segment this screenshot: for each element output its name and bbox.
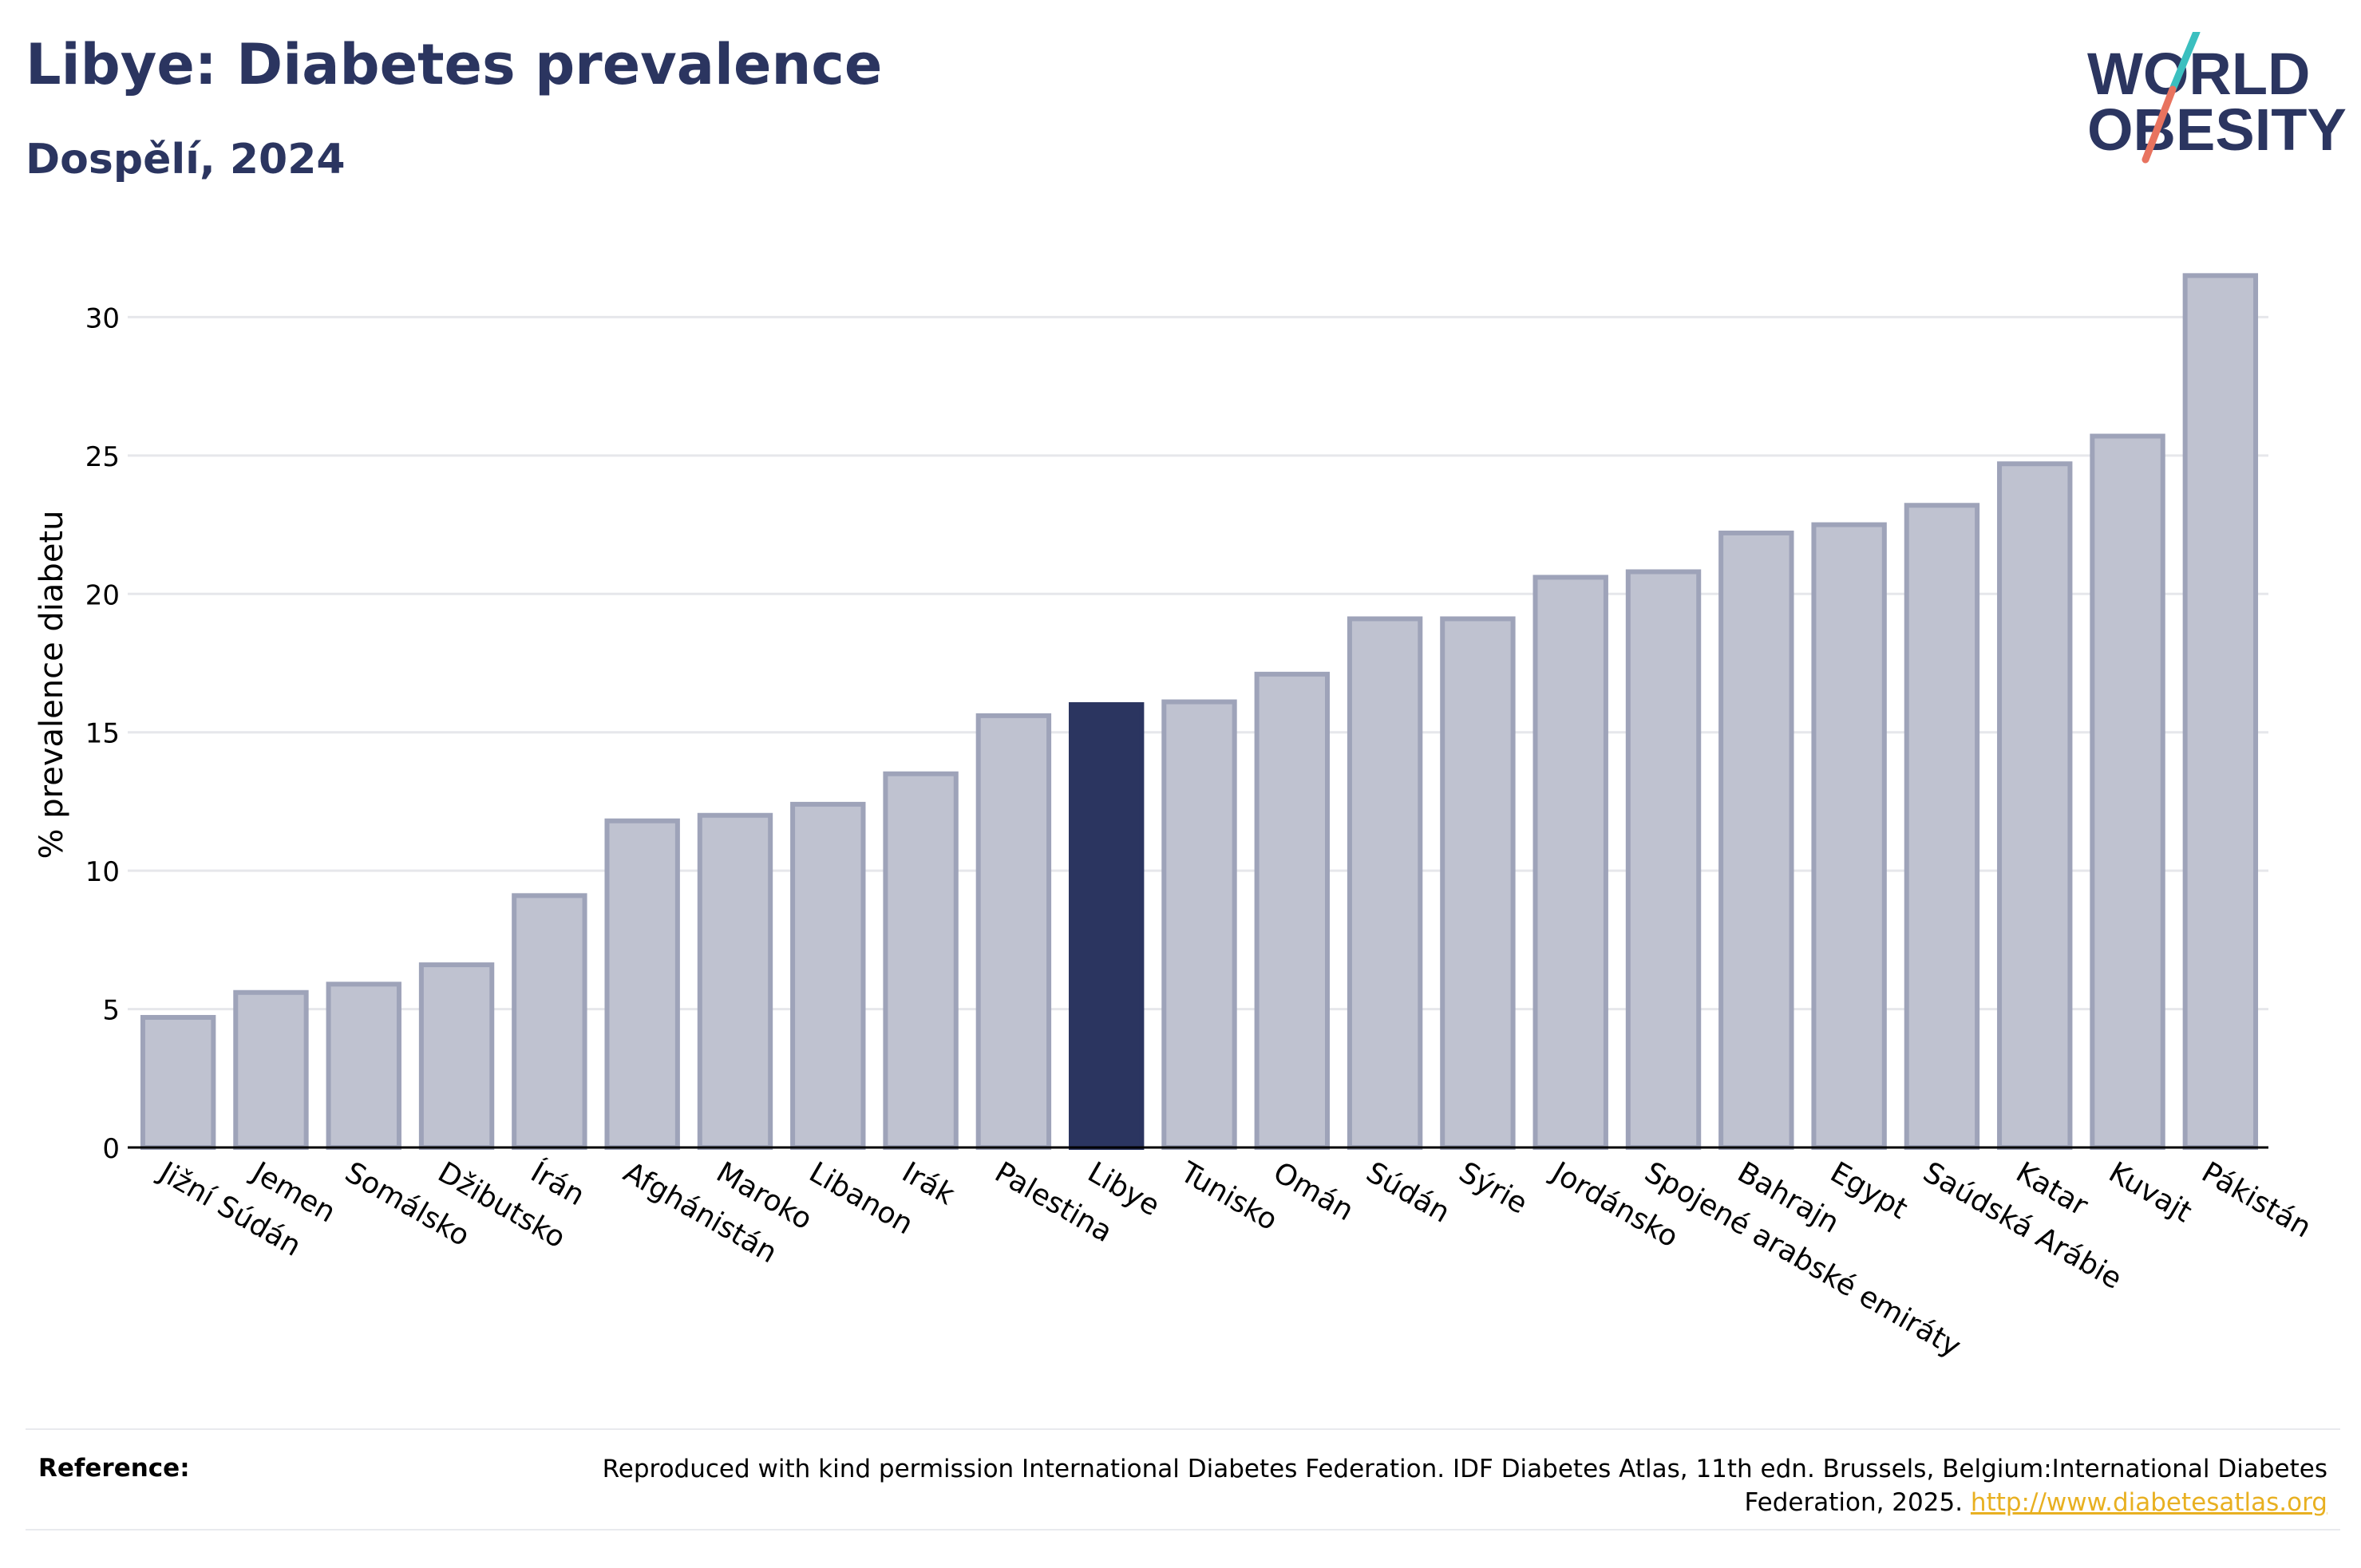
bar-írán xyxy=(512,893,587,1150)
bar-irák xyxy=(883,771,959,1150)
logo-line1: WORLD xyxy=(2087,41,2311,107)
y-tick-label: 25 xyxy=(85,441,120,473)
bar-sýrie xyxy=(1440,616,1516,1150)
bar-bahrajn xyxy=(1718,530,1794,1150)
y-axis-ticks: 0 5 10 15 20 25 30 xyxy=(85,302,120,1165)
logo-slash-coral xyxy=(2142,85,2177,164)
x-tick-label: Sýrie xyxy=(1453,1156,1532,1221)
logo-line2: OBESITY xyxy=(2087,97,2347,163)
bar-pákistán xyxy=(2182,273,2259,1150)
x-tick-label: Súdán xyxy=(1361,1156,1456,1230)
bar-kuvajt xyxy=(2090,433,2165,1150)
x-tick-label: Tunisko xyxy=(1174,1155,1283,1237)
bar-saúdská-arábie xyxy=(1904,503,1980,1150)
bar-džibutsko xyxy=(418,962,495,1150)
x-tick-label: Irák xyxy=(896,1156,960,1212)
y-tick-label: 15 xyxy=(85,718,120,750)
bar-chart: 0 5 10 15 20 25 30 Jižní SúdánJemenSomálskoDži… xyxy=(34,273,2316,1364)
bar-tunisko xyxy=(1161,699,1237,1150)
x-tick-label: Libanon xyxy=(804,1156,919,1242)
y-axis-label: % prevalence diabetu xyxy=(34,511,70,859)
bar-spojené-arabské-emiráty xyxy=(1625,569,1702,1150)
chart-title: Libye: Diabetes prevalence xyxy=(26,32,883,97)
footer: Reference: Reproduced with kind permissi… xyxy=(26,1428,2340,1530)
y-tick-label: 5 xyxy=(102,995,120,1027)
x-tick-label: Pákistán xyxy=(2196,1156,2316,1245)
bar-libanon xyxy=(790,801,866,1150)
bars xyxy=(140,273,2259,1150)
world-obesity-logo: WORLD OBESITY xyxy=(2087,32,2347,164)
bar-maroko xyxy=(697,812,773,1150)
bar-omán xyxy=(1254,671,1330,1150)
chart-subtitle: Dospělí, 2024 xyxy=(26,136,346,184)
y-tick-label: 30 xyxy=(85,302,120,334)
reference-text: Reproduced with kind permission Internat… xyxy=(571,1452,2327,1519)
reference-link[interactable]: http://www.diabetesatlas.org xyxy=(1970,1488,2327,1517)
bar-jordánsko xyxy=(1532,575,1608,1150)
bar-súdán xyxy=(1347,616,1423,1150)
logo-slash-teal xyxy=(2169,32,2201,93)
bar-jemen xyxy=(233,989,309,1150)
bar-afghánistán xyxy=(604,818,680,1150)
y-tick-label: 0 xyxy=(102,1133,120,1165)
x-tick-label: Omán xyxy=(1268,1156,1358,1228)
bar-somálsko xyxy=(326,981,401,1150)
y-tick-label: 20 xyxy=(85,579,120,611)
x-tick-label: Kuvajt xyxy=(2103,1156,2197,1230)
bar-jižní-súdán xyxy=(140,1014,216,1150)
bar-katar xyxy=(1997,461,2073,1150)
y-tick-label: 10 xyxy=(85,856,120,888)
reference-citation: Reproduced with kind permission Internat… xyxy=(602,1455,2327,1517)
bar-palestina xyxy=(975,713,1052,1150)
reference-label: Reference: xyxy=(38,1454,190,1483)
bar-egypt xyxy=(1811,522,1887,1150)
x-tick-label: Írán xyxy=(525,1155,591,1213)
bar-libye xyxy=(1069,702,1145,1150)
